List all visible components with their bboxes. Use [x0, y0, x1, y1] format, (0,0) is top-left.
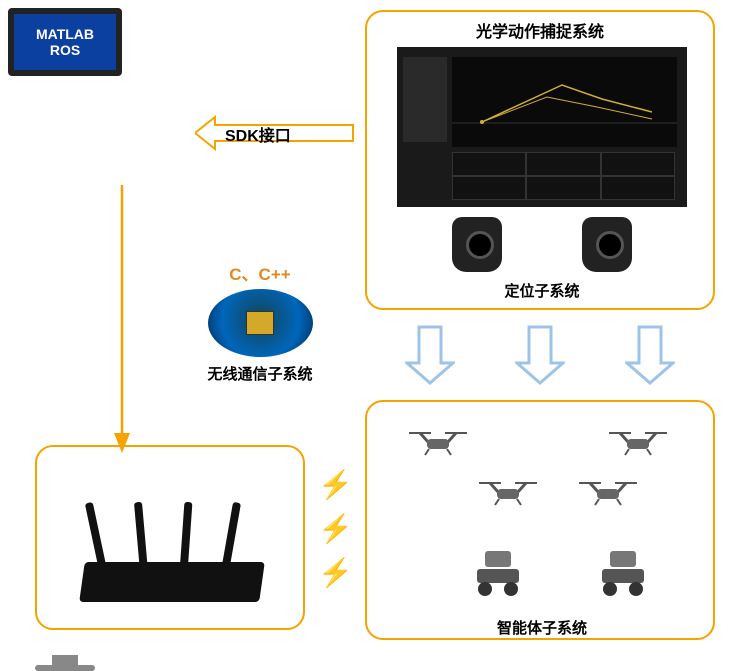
workstation: MATLAB ROS	[0, 0, 130, 100]
down-arrow-icon	[405, 325, 455, 385]
monitor-screen: MATLAB ROS	[8, 8, 122, 76]
mocap-title: 光学动作捕捉系统	[367, 18, 713, 42]
wireless-link-icon: ⚡	[318, 468, 353, 501]
wireless-link-icon: ⚡	[318, 556, 353, 589]
agent-title: 智能体子系统	[477, 617, 607, 638]
agent-system-box: 智能体子系统	[365, 400, 715, 640]
monitor-base	[35, 665, 95, 671]
mocap-camera-grid	[452, 152, 677, 200]
mocap-3d-view	[452, 57, 677, 147]
mocap-camera-icon	[452, 217, 502, 272]
down-arrow-icon	[515, 325, 565, 385]
sdk-label: SDK接口	[225, 122, 291, 146]
mocap-software-screenshot	[397, 47, 687, 207]
mocap-sublabel: 定位子系统	[487, 280, 597, 301]
mocap-side-panel	[403, 57, 447, 142]
link-workstation-router	[110, 185, 134, 455]
chip-lang-label: C、C++	[190, 260, 330, 285]
router-icon	[72, 502, 272, 612]
wireless-link-icon: ⚡	[318, 512, 353, 545]
monitor-line2: ROS	[14, 42, 116, 58]
drone-icon	[407, 427, 469, 457]
monitor-line1: MATLAB	[14, 26, 116, 42]
router-box	[35, 445, 305, 630]
wireless-comm-block: C、C++ 无线通信子系统	[190, 260, 330, 384]
mocap-system-box: 光学动作捕捉系统 定位子系统	[365, 10, 715, 310]
rover-icon	[467, 547, 529, 597]
chip-sublabel: 无线通信子系统	[190, 363, 330, 384]
mocap-camera-icon	[582, 217, 632, 272]
drone-icon	[577, 477, 639, 507]
drone-icon	[607, 427, 669, 457]
chip-icon	[208, 289, 313, 357]
down-arrow-icon	[625, 325, 675, 385]
drone-icon	[477, 477, 539, 507]
rover-icon	[592, 547, 654, 597]
